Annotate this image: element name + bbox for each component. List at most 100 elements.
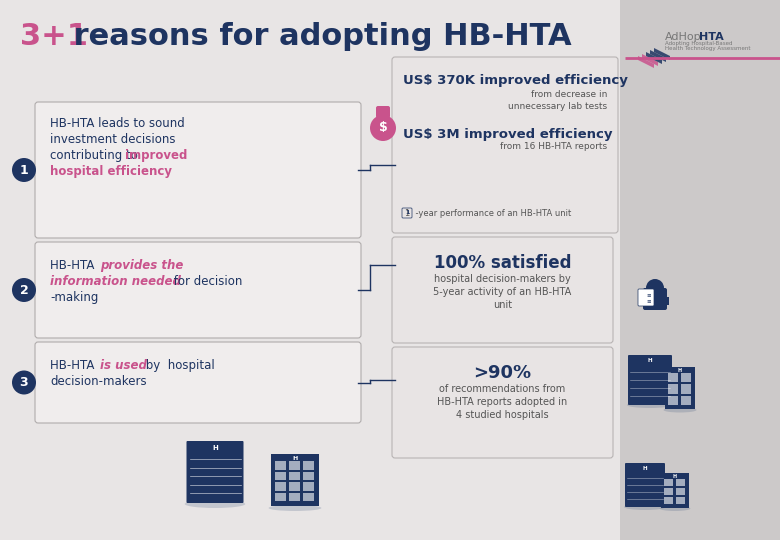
Bar [664,488,673,495]
Text: ≡
≡: ≡ ≡ [646,292,651,303]
Bar [676,478,685,485]
Text: 3+1: 3+1 [20,22,88,51]
Bar [658,299,661,305]
Text: HB-HTA leads to sound: HB-HTA leads to sound [50,117,185,130]
Text: H: H [678,368,682,374]
Bar [303,461,314,469]
Text: 3: 3 [20,376,28,389]
Bar [668,373,678,382]
Bar [303,492,314,501]
Bar [676,496,685,503]
Ellipse shape [660,506,690,511]
FancyBboxPatch shape [638,289,654,306]
Text: H: H [647,359,652,363]
Ellipse shape [664,408,697,413]
Text: HTA: HTA [699,32,724,42]
Text: by  hospital: by hospital [142,359,215,372]
Bar [668,396,678,405]
Text: decision-makers: decision-makers [50,375,147,388]
Bar [289,492,300,501]
Text: is used: is used [100,359,147,372]
Circle shape [646,279,664,297]
Polygon shape [650,50,666,62]
Text: provides the: provides the [100,259,183,272]
Text: 1  -year performance of an HB-HTA unit: 1 -year performance of an HB-HTA unit [405,209,571,218]
Polygon shape [646,52,662,64]
Bar [661,472,689,508]
Text: contributing to: contributing to [50,149,142,162]
Ellipse shape [624,504,666,510]
Circle shape [12,278,36,302]
Bar [681,373,691,382]
Text: from decrease in
unnecessary lab tests: from decrease in unnecessary lab tests [508,90,607,111]
FancyBboxPatch shape [392,237,613,343]
Bar [289,461,300,469]
Text: hospital decision-makers by
5-year activity of an HB-HTA
unit: hospital decision-makers by 5-year activ… [434,274,572,310]
Text: investment decisions: investment decisions [50,133,176,146]
Ellipse shape [185,500,245,508]
Text: reasons for adopting HB-HTA: reasons for adopting HB-HTA [63,22,572,51]
Text: information needed: information needed [50,275,181,288]
Text: US$ 370K improved efficiency: US$ 370K improved efficiency [403,74,628,87]
FancyBboxPatch shape [35,342,361,423]
Text: of recommendations from
HB-HTA reports adopted in
4 studied hospitals: of recommendations from HB-HTA reports a… [438,384,568,421]
Bar [303,482,314,490]
Text: US$ 3M improved efficiency: US$ 3M improved efficiency [403,128,612,141]
Bar [665,367,695,409]
Circle shape [12,158,36,182]
FancyBboxPatch shape [392,57,618,233]
Text: >90%: >90% [473,364,531,382]
FancyBboxPatch shape [35,102,361,238]
Polygon shape [654,48,670,60]
Text: -making: -making [50,291,98,304]
Text: from 16 HB-HTA reports: from 16 HB-HTA reports [500,142,607,151]
Bar [681,396,691,405]
Bar [662,295,665,305]
Text: H: H [673,474,677,479]
Text: improved: improved [125,149,187,162]
Text: 2: 2 [20,284,28,296]
Polygon shape [642,54,658,66]
Text: HB-HTA: HB-HTA [50,359,98,372]
Text: $: $ [378,122,388,134]
Bar [668,384,678,394]
FancyBboxPatch shape [628,355,672,405]
Bar [666,297,669,305]
Bar [271,454,319,506]
Text: for decision: for decision [170,275,243,288]
Ellipse shape [627,402,673,408]
Bar [289,471,300,480]
Bar [664,478,673,485]
Text: H: H [292,456,298,462]
Bar [275,482,286,490]
Text: 100% satisfied: 100% satisfied [434,254,571,272]
Bar [275,492,286,501]
Bar [275,471,286,480]
Bar [681,384,691,394]
FancyBboxPatch shape [643,288,667,310]
FancyBboxPatch shape [186,441,243,503]
Text: Adopting Hospital-Based: Adopting Hospital-Based [665,41,732,46]
Text: AdHop: AdHop [665,32,702,42]
Circle shape [370,115,396,141]
Text: H: H [212,445,218,451]
FancyBboxPatch shape [35,242,361,338]
Bar [303,471,314,480]
Circle shape [12,370,36,395]
Bar [275,461,286,469]
Text: hospital efficiency: hospital efficiency [50,165,172,178]
Text: 1: 1 [405,211,410,215]
Polygon shape [638,56,654,68]
Text: H: H [643,467,647,471]
Bar [676,488,685,495]
Ellipse shape [268,505,321,511]
Text: Health Technology Assessment: Health Technology Assessment [665,46,750,51]
Text: 1: 1 [20,164,28,177]
Text: HB-HTA: HB-HTA [50,259,98,272]
Bar [664,496,673,503]
FancyBboxPatch shape [392,347,613,458]
FancyBboxPatch shape [625,463,665,507]
FancyBboxPatch shape [376,106,390,118]
FancyBboxPatch shape [620,0,780,540]
Bar [289,482,300,490]
